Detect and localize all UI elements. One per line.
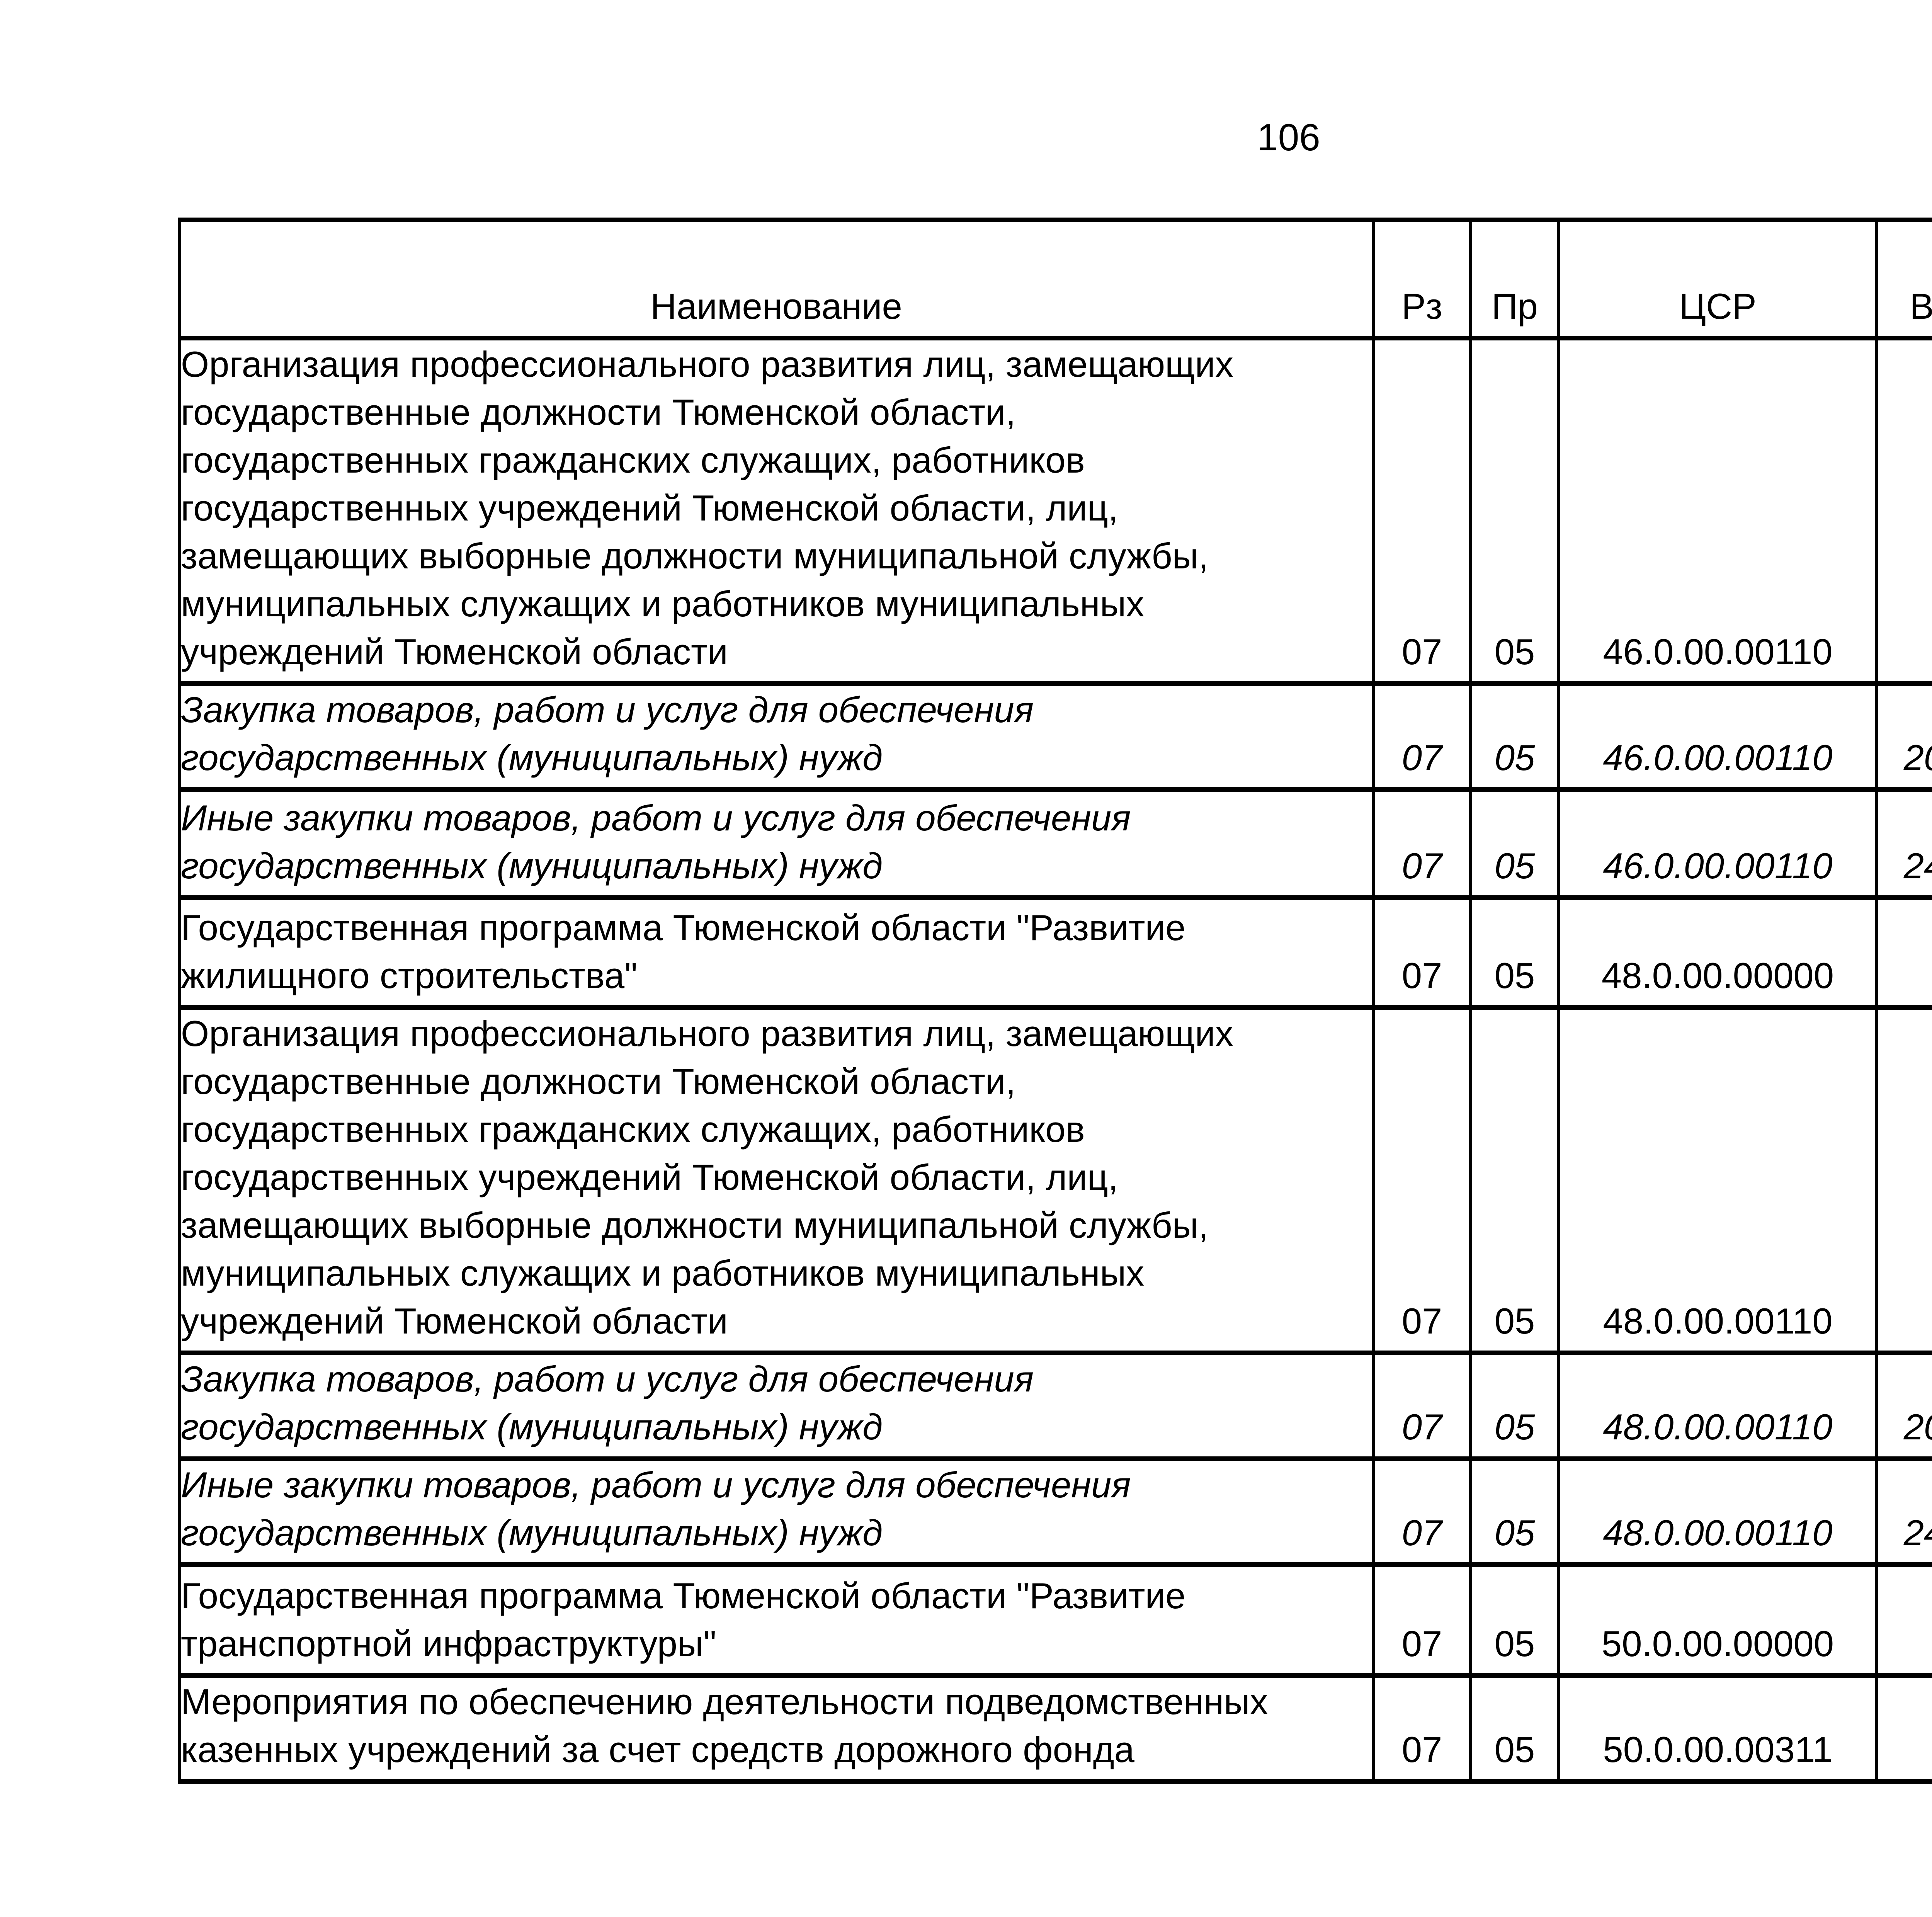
row-rz: 07 [1372, 1005, 1472, 1355]
header-vr: ВР [1875, 218, 1932, 340]
row-vr: 240 [1875, 1456, 1932, 1567]
row-csr: 46.0.00.00110 [1557, 787, 1878, 900]
table-row: Государственная программа Тюменской обла… [178, 895, 1932, 1010]
row-name: Иные закупки товаров, работ и услуг для … [178, 787, 1375, 900]
row-vr: 200 [1875, 681, 1932, 792]
row-pr: 05 [1469, 1351, 1560, 1461]
table-row: Иные закупки товаров, работ и услуг для … [178, 1456, 1932, 1567]
row-name: Организация профессионального развития л… [178, 336, 1375, 686]
row-vr [1875, 895, 1932, 1010]
table-row: Иные закупки товаров, работ и услуг для … [178, 787, 1932, 900]
row-pr: 05 [1469, 1456, 1560, 1567]
row-rz: 07 [1372, 1456, 1472, 1567]
table-row: Закупка товаров, работ и услуг для обесп… [178, 681, 1932, 792]
row-csr: 46.0.00.00110 [1557, 336, 1878, 686]
row-csr: 46.0.00.00110 [1557, 681, 1878, 792]
row-vr [1875, 1562, 1932, 1678]
header-rz: Рз [1372, 218, 1472, 340]
table-row: Мероприятия по обеспечению деятельности … [178, 1673, 1932, 1784]
row-csr: 50.0.00.00000 [1557, 1562, 1878, 1678]
row-csr: 48.0.00.00110 [1557, 1351, 1878, 1461]
header-name: Наименование [178, 218, 1375, 340]
row-rz: 07 [1372, 1351, 1472, 1461]
row-name: Организация профессионального развития л… [178, 1005, 1375, 1355]
row-rz: 07 [1372, 336, 1472, 686]
row-pr: 05 [1469, 787, 1560, 900]
row-csr: 48.0.00.00110 [1557, 1005, 1878, 1355]
row-rz: 07 [1372, 1562, 1472, 1678]
row-pr: 05 [1469, 895, 1560, 1010]
row-name: Государственная программа Тюменской обла… [178, 895, 1375, 1010]
page-number: 106 [1257, 116, 1320, 158]
row-name: Закупка товаров, работ и услуг для обесп… [178, 681, 1375, 792]
row-csr: 48.0.00.00110 [1557, 1456, 1878, 1567]
row-rz: 07 [1372, 895, 1472, 1010]
row-vr [1875, 1673, 1932, 1784]
row-rz: 07 [1372, 787, 1472, 900]
row-vr: 200 [1875, 1351, 1932, 1461]
table-row: Государственная программа Тюменской обла… [178, 1562, 1932, 1678]
row-vr [1875, 336, 1932, 686]
row-name: Закупка товаров, работ и услуг для обесп… [178, 1351, 1375, 1461]
row-csr: 50.0.00.00311 [1557, 1673, 1878, 1784]
row-pr: 05 [1469, 1562, 1560, 1678]
table-row: Организация профессионального развития л… [178, 336, 1932, 686]
table-row: Организация профессионального развития л… [178, 1005, 1932, 1355]
table-row: Закупка товаров, работ и услуг для обесп… [178, 1351, 1932, 1461]
row-pr: 05 [1469, 1673, 1560, 1784]
row-rz: 07 [1372, 1673, 1472, 1784]
table-header-row: Наименование Рз Пр ЦСР ВР Плановый перио… [178, 218, 1932, 340]
header-csr: ЦСР [1557, 218, 1878, 340]
header-pr: Пр [1469, 218, 1560, 340]
row-csr: 48.0.00.00000 [1557, 895, 1878, 1010]
row-pr: 05 [1469, 681, 1560, 792]
budget-table: Наименование Рз Пр ЦСР ВР Плановый перио… [178, 218, 1932, 1784]
row-pr: 05 [1469, 336, 1560, 686]
row-vr [1875, 1005, 1932, 1355]
row-rz: 07 [1372, 681, 1472, 792]
row-vr: 240 [1875, 787, 1932, 900]
row-name: Иные закупки товаров, работ и услуг для … [178, 1456, 1375, 1567]
row-name: Мероприятия по обеспечению деятельности … [178, 1673, 1375, 1784]
row-name: Государственная программа Тюменской обла… [178, 1562, 1375, 1678]
row-pr: 05 [1469, 1005, 1560, 1355]
